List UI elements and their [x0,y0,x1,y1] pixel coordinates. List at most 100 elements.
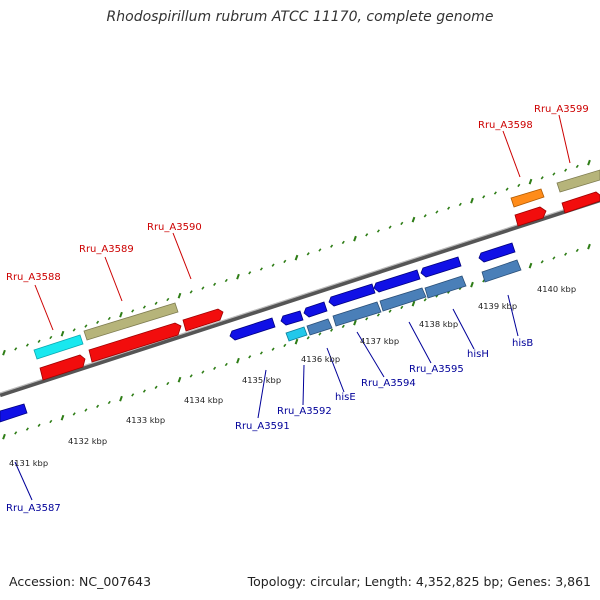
upper-tick [517,183,521,188]
lower-tick [587,243,591,250]
gene-rru-a3588-cyan[interactable] [33,334,84,360]
label-his-h[interactable]: hisH [467,349,489,360]
lower-tick [119,395,123,402]
upper-tick [119,311,123,318]
lower-tick [201,370,205,374]
gene-his-b-steel[interactable] [481,259,522,283]
scale-label-4138: 4138 kbp [419,319,458,329]
lower-tick [564,252,568,256]
gene-rru-a3598-red[interactable] [514,206,547,227]
upper-tick [435,210,439,214]
gene-rru-a3598-orange[interactable] [510,188,545,208]
reverse-strand-features [0,242,522,423]
lower-tick [318,332,322,336]
lower-tick [14,431,18,435]
upper-tick [540,176,544,180]
accession-text: Accession: NC_007643 [9,574,152,589]
label-his-e[interactable]: hisE [335,392,356,403]
scale-label-4137: 4137 kbp [360,336,399,346]
forward-strand-features [33,169,600,381]
label-rru-a3592[interactable]: Rru_A3592 [277,406,332,417]
upper-tick [365,233,369,237]
gene-rru-a3589-red[interactable] [88,322,182,363]
upper-tick [376,229,380,233]
gene-rru-a3590-red[interactable] [182,308,224,332]
scale-label-4135: 4135 kbp [242,375,281,385]
gene-rru-a3587-blue[interactable] [0,403,28,423]
lower-gene-labels: Rru_A3587 Rru_A3591 Rru_A3592 hisE Rru_A… [6,338,533,514]
upper-tick [306,252,310,256]
lower-tick [353,319,357,326]
gene-rru-a3588-red[interactable] [39,354,86,381]
gene-his-b-blue[interactable] [478,242,516,263]
upper-tick [575,164,579,169]
gene-rru-a3595-blue[interactable] [373,269,421,293]
label-rru-a3591[interactable]: Rru_A3591 [235,421,290,432]
label-rru-a3598[interactable]: Rru_A3598 [478,120,533,131]
gene-his-e-steel[interactable] [306,318,333,336]
upper-tick [107,316,111,321]
upper-tick [84,324,88,328]
lower-tick [575,248,579,253]
upper-tick [189,290,193,294]
callout-lines [14,114,571,501]
lower-tick [283,343,287,348]
lower-tick [259,351,263,355]
upper-tick [470,197,474,204]
label-rru-a3589[interactable]: Rru_A3589 [79,244,134,255]
callout-his-b [507,294,519,337]
gene-rru-a3599-red[interactable] [561,191,600,214]
upper-tick [142,305,146,309]
gene-rru-a3591-blue[interactable] [229,317,276,341]
scale-label-4131: 4131 kbp [9,458,48,468]
callout-rru-a3590 [172,232,192,280]
callout-rru-a3587 [14,461,33,501]
gene-rru-a3592-light[interactable] [285,326,308,342]
label-rru-a3594[interactable]: Rru_A3594 [361,378,416,389]
gene-rru-a3594-blue[interactable] [328,283,376,307]
lower-tick [376,313,380,317]
callout-rru-a3591 [257,369,267,419]
gene-his-e-blue[interactable] [303,301,328,318]
lower-tick [365,317,369,321]
upper-tick [236,273,240,280]
label-his-b[interactable]: hisB [512,338,533,349]
scale-label-4140: 4140 kbp [537,284,576,294]
lower-tick [470,281,474,288]
label-rru-a3588[interactable]: Rru_A3588 [6,272,61,283]
label-rru-a3590[interactable]: Rru_A3590 [147,222,202,233]
label-rru-a3599[interactable]: Rru_A3599 [534,104,589,115]
gene-rru-a3599-olive[interactable] [556,169,600,193]
upper-tick [447,206,451,210]
lower-tick [330,328,334,332]
upper-tick [49,335,53,340]
lower-tick [142,389,146,393]
label-rru-a3595[interactable]: Rru_A3595 [409,364,464,375]
gene-rru-a3592-blue[interactable] [280,310,304,326]
callout-rru-a3589 [104,256,123,302]
gene-rru-a3589-olive[interactable] [83,302,179,341]
callout-rru-a3588 [34,284,54,331]
lower-tick [84,408,88,412]
upper-tick [60,330,65,337]
label-rru-a3587[interactable]: Rru_A3587 [6,503,61,514]
scale-label-4133: 4133 kbp [126,415,165,425]
scale-label-4134: 4134 kbp [184,395,223,405]
lower-tick [400,305,404,310]
lower-tick [131,393,135,397]
upper-tick [248,271,252,275]
gene-rru-a3594-steel[interactable] [332,301,382,327]
upper-tick [177,292,182,299]
gene-rru-a3595-steel[interactable] [379,287,427,312]
gene-his-h-blue[interactable] [420,256,462,278]
upper-tick [25,343,29,347]
gene-his-h-steel[interactable] [424,275,467,299]
upper-gene-labels: Rru_A3588 Rru_A3589 Rru_A3590 Rru_A3598 … [6,104,589,283]
lower-tick [154,385,158,389]
upper-tick-track [2,159,591,356]
map-title: Rhodospirillum rubrum ATCC 11170, comple… [106,9,494,25]
scale-label-4139: 4139 kbp [478,301,517,311]
upper-tick [423,214,427,218]
lower-tick [528,262,533,269]
